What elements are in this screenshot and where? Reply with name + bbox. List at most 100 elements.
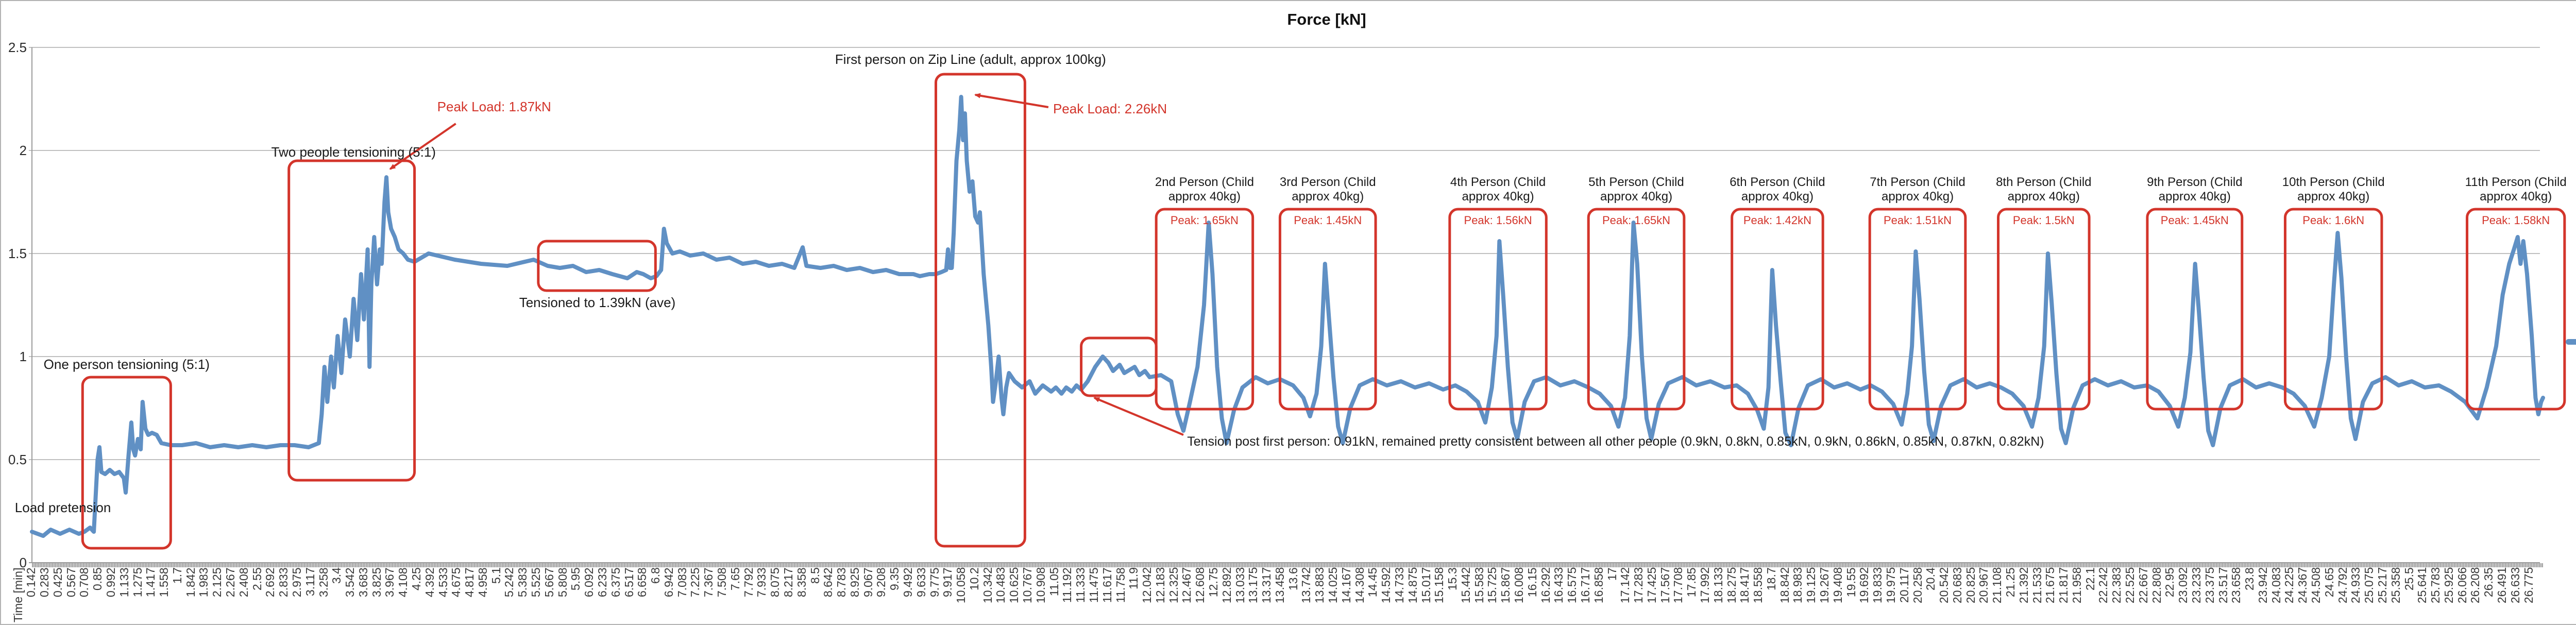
y-axis-tick-label: 2 — [19, 143, 27, 158]
person-label-line1: 8th Person (Child — [1996, 175, 2092, 189]
person-peak-label-2: Peak: 1.65kN — [1170, 214, 1239, 227]
x-axis-tick-label: 18.417 — [1738, 567, 1752, 603]
x-axis-tick-label: 9.492 — [901, 567, 914, 597]
x-axis-tick-label: 17.992 — [1698, 567, 1711, 603]
x-axis-tick-label: 23.375 — [2202, 567, 2216, 603]
x-axis-tick-label: 18.7 — [1764, 567, 1778, 590]
x-axis-tick-label: 23.8 — [2243, 567, 2257, 590]
x-axis-tick-label: 14.592 — [1379, 567, 1393, 603]
x-axis-tick-label: 0.425 — [50, 567, 64, 597]
person-peak-label-10: Peak: 1.6kN — [2302, 214, 2365, 227]
x-axis-tick-label: 26.633 — [2508, 567, 2522, 603]
x-axis-tick-label: 17.85 — [1685, 567, 1699, 597]
x-axis-tick-label: 5.242 — [502, 567, 516, 597]
x-axis-tick-label: 20.4 — [1924, 567, 1938, 590]
tensioned-ave: Tensioned to 1.39kN (ave) — [519, 294, 676, 310]
x-axis-tick-label: 13.175 — [1246, 567, 1260, 603]
x-axis-tick-label: 19.975 — [1884, 567, 1897, 603]
x-axis-tick-label: 23.517 — [2216, 567, 2230, 603]
person-label-5: 5th Person (Child approx 40kg) — [1588, 175, 1684, 205]
x-axis-tick-label: 26.066 — [2455, 567, 2469, 603]
x-axis-tick-label: 2.975 — [290, 567, 303, 597]
legend: Force [kN] — [2566, 326, 2576, 358]
legend-line-swatch-icon — [2566, 339, 2576, 345]
x-axis-tick-label: 20.967 — [1977, 567, 1991, 603]
x-axis-tick-label: 11.617 — [1100, 567, 1114, 603]
x-axis-tick-label: 2.833 — [277, 567, 291, 597]
arrow-peak-1 — [389, 123, 456, 170]
x-axis-tick-label: 14.308 — [1352, 567, 1366, 603]
person-label-9: 9th Person (Child approx 40kg) — [2147, 175, 2242, 205]
x-axis-tick-label: 17.142 — [1618, 567, 1632, 603]
x-axis-tick-label: 2.55 — [250, 567, 264, 590]
x-axis-tick-label: 21.392 — [2016, 567, 2030, 603]
x-axis-tick-label: 17.708 — [1671, 567, 1685, 603]
x-axis-tick-label: 8.075 — [768, 567, 782, 597]
x-axis-tick-label: 22.667 — [2136, 567, 2150, 603]
x-axis-tick-label: 25.783 — [2429, 567, 2443, 603]
x-axis-tick-label: 17.425 — [1645, 567, 1658, 603]
x-axis-tick-label: 15.442 — [1459, 567, 1472, 603]
x-axis-tick-label: 1.983 — [197, 567, 211, 597]
x-axis-tick-label: 14.875 — [1405, 567, 1419, 603]
person-label-2: 2nd Person (Child approx 40kg) — [1155, 175, 1254, 205]
x-axis-tick-label: 12.892 — [1219, 567, 1233, 603]
x-axis-tick-label: 25.5 — [2402, 567, 2416, 590]
x-axis-tick-label: 14.733 — [1392, 567, 1406, 603]
one-person-label: One person tensioning (5:1) — [43, 356, 210, 372]
person-box-11 — [2466, 208, 2566, 411]
x-axis-tick-label: 4.958 — [476, 567, 489, 597]
x-axis-tick-label: 19.692 — [1857, 567, 1871, 603]
x-axis-tick-label: 1.842 — [183, 567, 197, 597]
first-person-label: First person on Zip Line (adult, approx … — [835, 51, 1106, 67]
x-axis-tick-label: 24.367 — [2296, 567, 2310, 603]
chart-title: Force [kN] — [1287, 10, 1366, 28]
x-axis-tick-label: 10.342 — [980, 567, 994, 603]
x-axis-tick-label: 21.25 — [2004, 567, 2017, 597]
person-peak-label-11: Peak: 1.58kN — [2482, 214, 2550, 227]
x-axis-tick-label: 16.292 — [1538, 567, 1552, 603]
person-peak-label-7: Peak: 1.51kN — [1883, 214, 1952, 227]
x-axis-tick-label: 16.008 — [1512, 567, 1526, 603]
person-box-10 — [2283, 208, 2383, 411]
x-axis-tick-label: 25.641 — [2415, 567, 2429, 603]
x-axis-tick-label: 16.433 — [1552, 567, 1566, 603]
x-axis-tick-label: 4.392 — [422, 567, 436, 597]
x-axis-tick-label: 6.233 — [595, 567, 609, 597]
x-axis-tick-label: 10.483 — [994, 567, 1008, 603]
x-axis-tick-label: 9.35 — [888, 567, 902, 590]
x-axis-tick-label: 26.775 — [2521, 567, 2535, 603]
x-axis-tick-label: 4.817 — [463, 567, 477, 597]
x-axis-tick-label: 18.133 — [1711, 567, 1725, 603]
x-axis-tick-label: 7.792 — [741, 567, 755, 597]
x-axis-tick-label: 8.642 — [821, 567, 835, 597]
x-axis-tick-label: 14.167 — [1339, 567, 1353, 603]
x-axis-tick-label: 9.633 — [914, 567, 928, 597]
x-axis-tick-label: 13.6 — [1286, 567, 1300, 590]
x-axis-tick-label: 2.692 — [263, 567, 277, 597]
x-axis-tick-label: 6.8 — [649, 567, 663, 584]
x-axis-tick-label: 19.125 — [1804, 567, 1818, 603]
person-label-line2: approx 40kg) — [1600, 190, 1673, 204]
x-axis-tick-label: 11.333 — [1074, 567, 1088, 603]
x-axis-tick-label: 15.583 — [1472, 567, 1486, 603]
person-box-6 — [1731, 208, 1824, 411]
x-axis-tick-label: 21.108 — [1990, 567, 2004, 603]
y-axis-tick-label: 1.5 — [8, 246, 27, 261]
person-label-8: 8th Person (Child approx 40kg) — [1996, 175, 2091, 205]
person-label-line1: 9th Person (Child — [2147, 175, 2243, 189]
person-peak-label-8: Peak: 1.5kN — [2012, 214, 2075, 227]
x-axis-tick-label: 22.1 — [2083, 567, 2097, 590]
y-axis-tick-label: 2.5 — [8, 40, 27, 55]
x-axis-tick-label: 15.725 — [1485, 567, 1499, 603]
x-axis-tick-label: 11.05 — [1047, 567, 1061, 596]
x-axis-tick-label: 5.95 — [569, 567, 583, 590]
x-axis-tick-label: 26.491 — [2495, 567, 2509, 603]
person-peak-label-9: Peak: 1.45kN — [2160, 214, 2229, 227]
y-axis-tick-label: 0.5 — [8, 452, 27, 467]
x-axis-tick-label: 11.9 — [1127, 567, 1141, 589]
person-label-line2: approx 40kg) — [1881, 190, 1954, 204]
x-axis-tick-label: 0.992 — [104, 567, 117, 597]
x-axis-tick-label: 23.092 — [2176, 567, 2190, 603]
